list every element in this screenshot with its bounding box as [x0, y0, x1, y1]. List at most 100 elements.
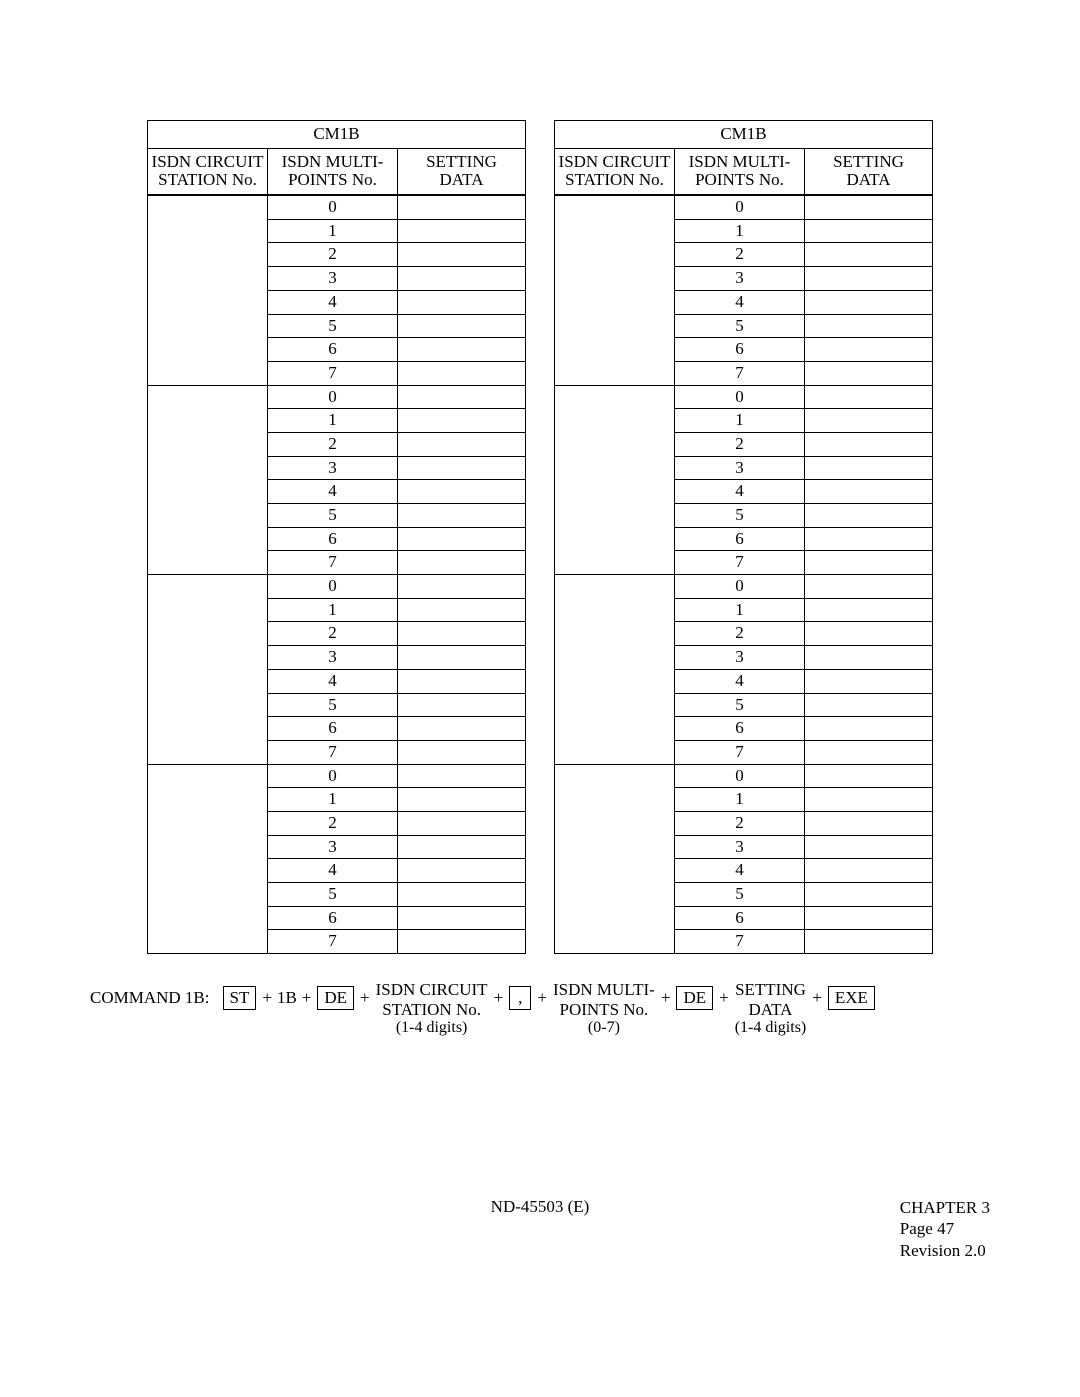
- command-line: COMMAND 1B: ST + 1B + DE + ISDN CIRCUIT …: [90, 980, 990, 1037]
- points-cell: 5: [268, 883, 398, 907]
- table-title: CM1B: [148, 121, 526, 149]
- key-comma: ,: [509, 986, 531, 1010]
- points-cell: 2: [268, 622, 398, 646]
- field-line: SETTING: [735, 980, 806, 1000]
- plus: +: [262, 988, 272, 1008]
- points-cell: 5: [675, 314, 805, 338]
- setting-data-cell: [398, 551, 526, 575]
- setting-data-cell: [398, 693, 526, 717]
- column-header: ISDN MULTI-POINTS No.: [268, 148, 398, 195]
- plus: +: [812, 988, 822, 1008]
- setting-data-cell: [398, 622, 526, 646]
- cm1b-table: CM1BISDN CIRCUITSTATION No.ISDN MULTI-PO…: [554, 120, 933, 954]
- setting-data-cell: [398, 906, 526, 930]
- setting-data-cell: [398, 811, 526, 835]
- setting-data-cell: [398, 788, 526, 812]
- points-cell: 1: [268, 788, 398, 812]
- points-cell: 4: [675, 480, 805, 504]
- column-header: SETTINGDATA: [805, 148, 933, 195]
- column-header: SETTINGDATA: [398, 148, 526, 195]
- setting-data-cell: [805, 456, 933, 480]
- points-cell: 4: [268, 669, 398, 693]
- points-cell: 0: [675, 575, 805, 599]
- setting-data-cell: [805, 243, 933, 267]
- cm1b-table: CM1BISDN CIRCUITSTATION No.ISDN MULTI-PO…: [147, 120, 526, 954]
- points-cell: 3: [675, 267, 805, 291]
- points-cell: 4: [675, 669, 805, 693]
- points-cell: 6: [268, 338, 398, 362]
- points-cell: 7: [268, 361, 398, 385]
- station-cell: [555, 195, 675, 385]
- points-cell: 5: [268, 693, 398, 717]
- station-cell: [555, 575, 675, 765]
- setting-data-cell: [805, 290, 933, 314]
- setting-data-cell: [398, 504, 526, 528]
- setting-data-cell: [398, 338, 526, 362]
- setting-data-cell: [805, 314, 933, 338]
- setting-data-cell: [398, 385, 526, 409]
- field-line: ISDN CIRCUIT: [376, 980, 488, 1000]
- setting-data-cell: [398, 456, 526, 480]
- points-cell: 4: [675, 290, 805, 314]
- setting-data-cell: [805, 432, 933, 456]
- text-1b: 1B: [277, 988, 297, 1008]
- field-setting-data: SETTING DATA (1-4 digits): [735, 980, 807, 1037]
- points-cell: 5: [268, 314, 398, 338]
- field-line: STATION No.: [382, 1000, 481, 1020]
- points-cell: 7: [675, 930, 805, 954]
- points-cell: 1: [675, 788, 805, 812]
- setting-data-cell: [398, 717, 526, 741]
- footer-doc: ND-45503 (E): [491, 1197, 590, 1217]
- setting-data-cell: [805, 930, 933, 954]
- setting-data-cell: [398, 219, 526, 243]
- points-cell: 5: [675, 693, 805, 717]
- points-cell: 6: [268, 906, 398, 930]
- points-cell: 3: [268, 835, 398, 859]
- setting-data-cell: [805, 764, 933, 788]
- points-cell: 1: [268, 409, 398, 433]
- points-cell: 3: [675, 835, 805, 859]
- field-line: POINTS No.: [560, 1000, 649, 1020]
- points-cell: 2: [675, 622, 805, 646]
- key-de: DE: [676, 986, 713, 1010]
- setting-data-cell: [805, 788, 933, 812]
- setting-data-cell: [398, 267, 526, 291]
- points-cell: 3: [268, 456, 398, 480]
- points-cell: 6: [675, 906, 805, 930]
- plus: +: [360, 988, 370, 1008]
- points-cell: 7: [675, 551, 805, 575]
- setting-data-cell: [805, 693, 933, 717]
- setting-data-cell: [398, 432, 526, 456]
- setting-data-cell: [805, 527, 933, 551]
- setting-data-cell: [805, 219, 933, 243]
- points-cell: 4: [675, 859, 805, 883]
- field-line: (1-4 digits): [735, 1019, 807, 1037]
- footer-right: CHAPTER 3 Page 47 Revision 2.0: [900, 1197, 990, 1261]
- key-st: ST: [223, 986, 257, 1010]
- setting-data-cell: [805, 598, 933, 622]
- setting-data-cell: [398, 527, 526, 551]
- points-cell: 3: [268, 646, 398, 670]
- setting-data-cell: [805, 811, 933, 835]
- setting-data-cell: [398, 314, 526, 338]
- points-cell: 2: [268, 432, 398, 456]
- table-title: CM1B: [555, 121, 933, 149]
- setting-data-cell: [398, 243, 526, 267]
- points-cell: 0: [268, 195, 398, 219]
- points-cell: 1: [675, 219, 805, 243]
- command-sequence: ST + 1B + DE + ISDN CIRCUIT STATION No. …: [220, 980, 878, 1037]
- setting-data-cell: [398, 883, 526, 907]
- points-cell: 4: [268, 480, 398, 504]
- setting-data-cell: [398, 290, 526, 314]
- tables-row: CM1BISDN CIRCUITSTATION No.ISDN MULTI-PO…: [90, 120, 990, 954]
- field-line: DATA: [748, 1000, 792, 1020]
- station-cell: [555, 385, 675, 575]
- points-cell: 0: [675, 195, 805, 219]
- setting-data-cell: [805, 551, 933, 575]
- points-cell: 1: [268, 598, 398, 622]
- points-cell: 6: [268, 527, 398, 551]
- points-cell: 5: [268, 504, 398, 528]
- points-cell: 0: [675, 385, 805, 409]
- points-cell: 6: [675, 717, 805, 741]
- setting-data-cell: [805, 835, 933, 859]
